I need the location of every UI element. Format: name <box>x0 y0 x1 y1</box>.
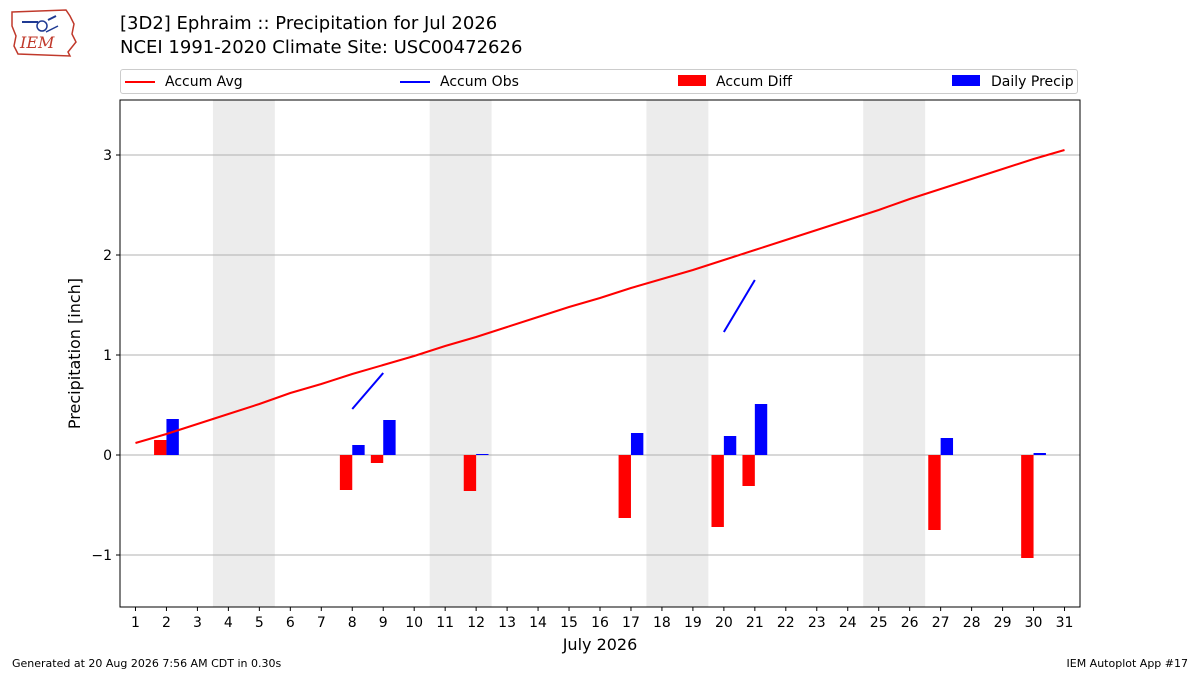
weekend-band <box>429 100 492 607</box>
bar-accum-diff <box>742 455 755 486</box>
legend-label: Accum Obs <box>440 74 519 90</box>
x-tick-label: 5 <box>255 615 264 631</box>
bar-daily-precip <box>383 420 396 455</box>
legend-box-accum-diff <box>678 75 706 86</box>
x-tick-label: 17 <box>622 615 640 631</box>
bar-daily-precip <box>723 436 737 455</box>
y-tick-label: −1 <box>91 548 112 564</box>
chart-subtitle: NCEI 1991-2020 Climate Site: USC00472626 <box>120 37 523 58</box>
generated-timestamp: Generated at 20 Aug 2026 7:56 AM CDT in … <box>12 657 282 670</box>
line-accum-obs <box>351 372 384 410</box>
x-tick-label: 23 <box>808 615 826 631</box>
y-axis-label: Precipitation [inch] <box>65 278 84 429</box>
bar-accum-diff <box>711 455 724 527</box>
iowa-map-logo: IEM <box>11 9 77 57</box>
x-tick-label: 13 <box>498 615 516 631</box>
x-tick-label: 27 <box>932 615 950 631</box>
logo-text: IEM <box>19 33 55 52</box>
x-axis-label: July 2026 <box>562 635 638 654</box>
x-tick-label: 2 <box>162 615 171 631</box>
x-tick-label: 10 <box>405 615 423 631</box>
legend-line-accum-avg <box>125 81 155 83</box>
bar-accum-diff <box>370 455 384 463</box>
x-tick-label: 24 <box>839 615 857 631</box>
bar-accum-diff <box>339 455 353 490</box>
y-tick-label: 3 <box>103 148 112 164</box>
weekend-band <box>863 100 926 607</box>
bar-accum-diff <box>1021 455 1034 558</box>
bar-daily-precip <box>754 404 768 455</box>
legend-label: Accum Avg <box>165 74 243 90</box>
legend-line-accum-obs <box>400 81 430 83</box>
x-tick-label: 4 <box>224 615 233 631</box>
x-tick-label: 12 <box>467 615 485 631</box>
x-tick-label: 16 <box>591 615 609 631</box>
x-tick-label: 8 <box>348 615 357 631</box>
bar-accum-diff <box>928 455 941 530</box>
legend: Accum Avg Accum Obs Accum Diff Daily Pre… <box>120 69 1078 94</box>
weekend-band <box>212 100 275 607</box>
bar-accum-diff <box>463 455 477 491</box>
x-tick-label: 25 <box>870 615 888 631</box>
bar-daily-precip <box>166 419 179 455</box>
plot-frame <box>119 99 1081 608</box>
x-tick-label: 6 <box>286 615 295 631</box>
bar-accum-diff <box>154 440 167 455</box>
x-tick-label: 9 <box>379 615 388 631</box>
line-accum-obs <box>723 279 756 333</box>
x-tick-label: 31 <box>1056 615 1074 631</box>
y-tick-label: 2 <box>103 248 112 264</box>
bar-daily-precip <box>1033 453 1046 455</box>
x-tick-label: 14 <box>529 615 547 631</box>
x-tick-label: 20 <box>715 615 733 631</box>
legend-label: Daily Precip <box>991 74 1074 90</box>
x-tick-label: 11 <box>436 615 454 631</box>
chart-title: [3D2] Ephraim :: Precipitation for Jul 2… <box>120 13 498 34</box>
y-tick-label: 0 <box>103 448 112 464</box>
bar-daily-precip <box>630 433 644 455</box>
x-tick-label: 1 <box>131 615 140 631</box>
x-tick-label: 18 <box>653 615 671 631</box>
y-tick-label: 1 <box>103 348 112 364</box>
bar-daily-precip <box>476 454 489 455</box>
x-tick-label: 21 <box>746 615 764 631</box>
line-accum-avg <box>135 149 1065 444</box>
x-tick-label: 29 <box>994 615 1012 631</box>
bar-daily-precip <box>940 438 954 455</box>
bar-daily-precip <box>352 445 365 455</box>
x-tick-label: 28 <box>963 615 981 631</box>
bar-accum-diff <box>618 455 631 518</box>
x-tick-label: 19 <box>684 615 702 631</box>
legend-label: Accum Diff <box>716 74 793 90</box>
x-tick-label: 26 <box>901 615 919 631</box>
iem-logo: IEM <box>8 6 80 58</box>
weekend-band <box>646 100 709 607</box>
x-tick-label: 15 <box>560 615 578 631</box>
legend-box-daily-precip <box>952 75 980 86</box>
x-tick-label: 22 <box>777 615 795 631</box>
app-credit: IEM Autoplot App #17 <box>1066 657 1189 670</box>
x-tick-label: 30 <box>1025 615 1043 631</box>
x-tick-label: 7 <box>317 615 326 631</box>
x-tick-label: 3 <box>193 615 202 631</box>
